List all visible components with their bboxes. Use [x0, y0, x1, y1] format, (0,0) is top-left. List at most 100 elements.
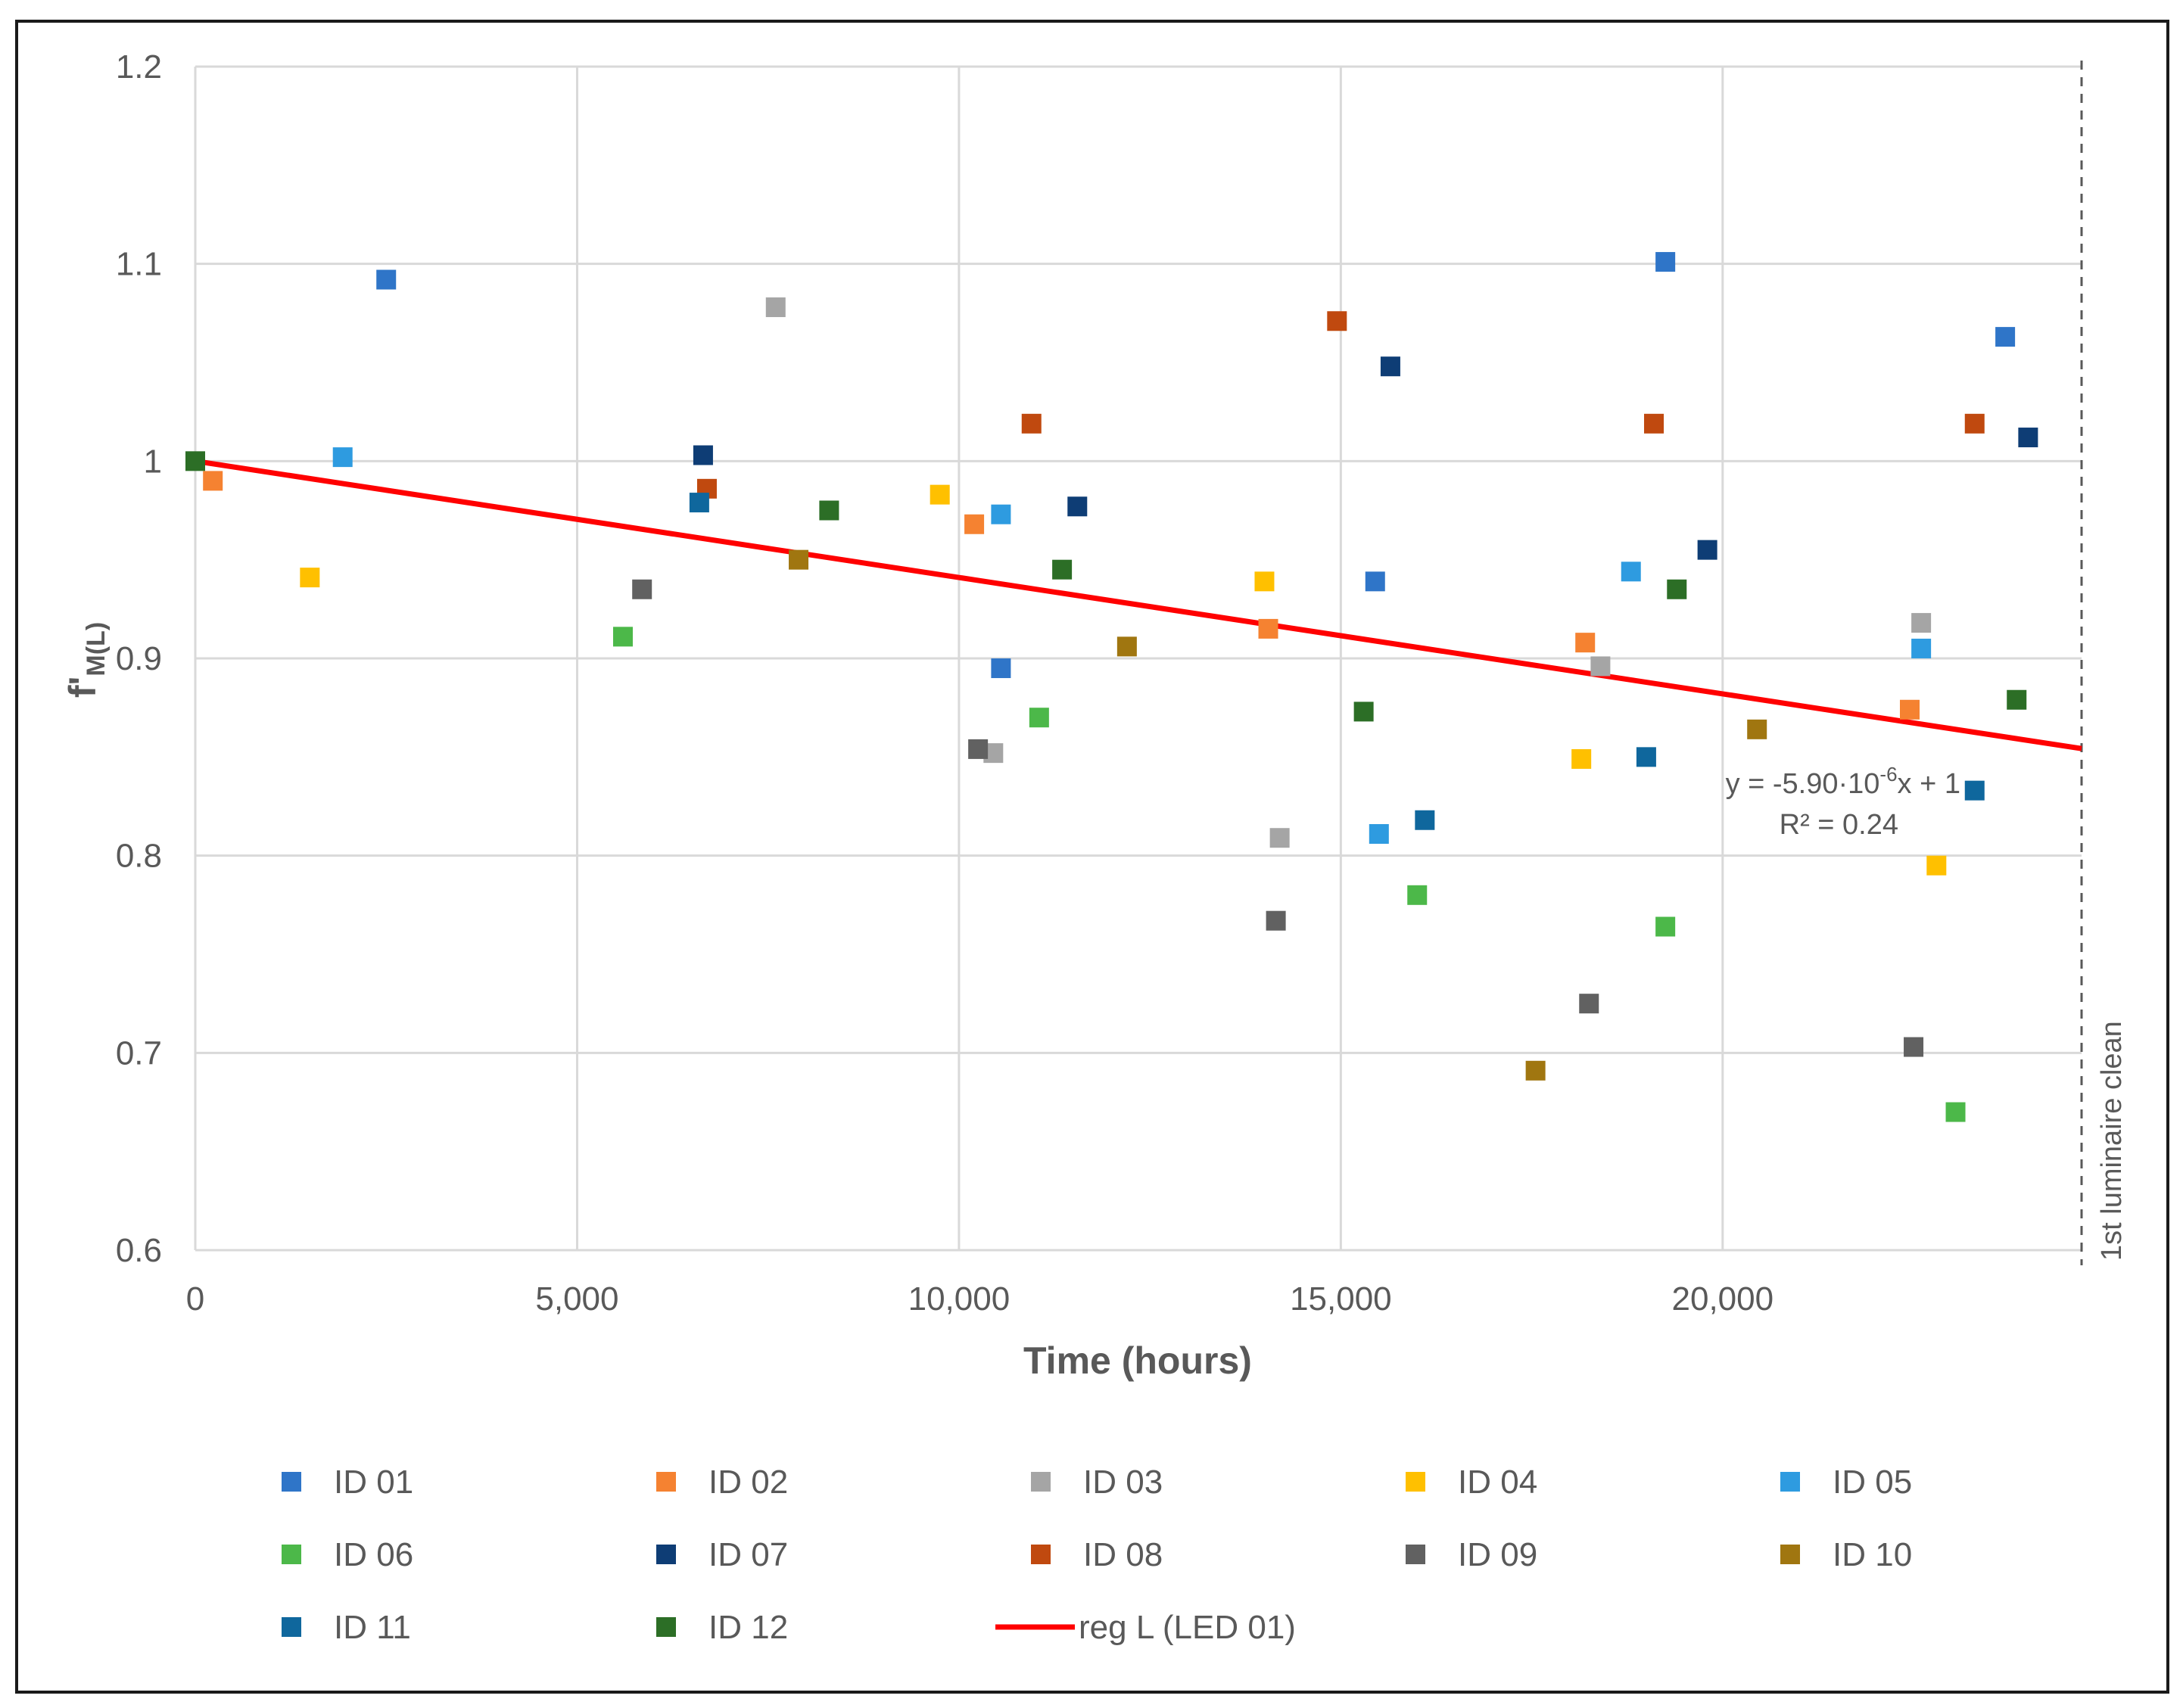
- x-axis-title: Time (hours): [1023, 1339, 1252, 1382]
- data-point: [203, 471, 223, 491]
- legend-label: reg L (LED 01): [1079, 1609, 1296, 1646]
- data-point: [1911, 613, 1932, 633]
- legend-marker: [1031, 1545, 1051, 1564]
- legend-label: ID 02: [708, 1464, 788, 1501]
- data-point: [991, 658, 1011, 679]
- data-point: [1571, 748, 1592, 769]
- data-point: [1964, 780, 1985, 801]
- data-point: [1644, 413, 1664, 434]
- data-point: [1415, 810, 1435, 830]
- legend-marker: [1780, 1545, 1800, 1564]
- data-point: [765, 297, 786, 318]
- data-point: [1021, 413, 1042, 434]
- x-tick-label: 15,000: [1290, 1280, 1392, 1318]
- data-point: [1269, 828, 1290, 848]
- data-point: [1621, 562, 1641, 582]
- data-point: [1926, 855, 1947, 876]
- data-point: [2018, 428, 2038, 448]
- legend-marker: [656, 1545, 676, 1564]
- x-tick-label: 5,000: [535, 1280, 618, 1318]
- y-tick-label: 1: [144, 443, 162, 480]
- x-tick-label: 10,000: [908, 1280, 1011, 1318]
- y-axis-title: f'M(L): [61, 622, 111, 698]
- marker-label: 1st luminaire clean: [2096, 1021, 2128, 1261]
- y-axis-title-main: f': [61, 677, 104, 698]
- data-point: [1067, 496, 1088, 517]
- legend-marker: [656, 1617, 676, 1637]
- data-point: [968, 739, 989, 759]
- data-point: [1369, 823, 1389, 844]
- grid: [194, 65, 2082, 1252]
- data-point: [1636, 747, 1656, 767]
- data-point: [1579, 994, 1599, 1014]
- data-point: [185, 451, 205, 471]
- data-point: [693, 445, 713, 465]
- legend-label: ID 11: [334, 1609, 411, 1646]
- data-point: [1327, 311, 1347, 331]
- data-point: [1655, 252, 1676, 272]
- data-point: [1697, 540, 1717, 560]
- data-point: [689, 493, 709, 513]
- data-point: [612, 627, 633, 647]
- equation-prefix: y = -5.90·10: [1726, 768, 1880, 800]
- data-point: [376, 269, 397, 290]
- data-point: [1590, 656, 1611, 677]
- data-point: [1254, 571, 1275, 592]
- legend-marker: [1406, 1545, 1425, 1564]
- x-axis-ticks: 0 5,000 10,000 15,000 20,000: [186, 1280, 1773, 1318]
- data-point: [1904, 1037, 1924, 1057]
- y-tick-label: 0.8: [116, 838, 162, 875]
- data-point: [1407, 885, 1428, 905]
- data-point: [1667, 579, 1687, 599]
- y-tick-label: 0.6: [116, 1232, 162, 1269]
- data-point: [991, 504, 1011, 524]
- legend-label: ID 07: [708, 1536, 788, 1573]
- data-point: [300, 568, 320, 588]
- data-point: [930, 484, 950, 505]
- data-point: [819, 500, 839, 521]
- data-point: [1655, 916, 1676, 937]
- data-point: [1029, 708, 1049, 728]
- legend-label: ID 03: [1083, 1464, 1163, 1501]
- legend-label: ID 05: [1833, 1464, 1912, 1501]
- legend-marker: [1031, 1472, 1051, 1492]
- equation-suffix: x + 1: [1898, 768, 1960, 800]
- data-point: [1365, 571, 1385, 592]
- legend-marker: [282, 1545, 301, 1564]
- legend-marker: [1406, 1472, 1425, 1492]
- legend-label: ID 04: [1458, 1464, 1537, 1501]
- data-point: [1575, 633, 1596, 653]
- data-point: [1911, 638, 1932, 658]
- legend-label: ID 09: [1458, 1536, 1537, 1573]
- y-tick-label: 1.1: [116, 246, 162, 283]
- data-point: [1747, 719, 1767, 739]
- legend-label: ID 06: [334, 1536, 413, 1573]
- y-axis-title-sub: M(L): [82, 622, 111, 677]
- data-points: [185, 252, 2038, 1122]
- legend-label: ID 08: [1083, 1536, 1163, 1573]
- legend: ID 01 ID 02 ID 03 ID 04 ID 05 ID 06 ID 07 ID 08…: [282, 1464, 1912, 1646]
- legend-label: ID 10: [1833, 1536, 1912, 1573]
- legend-label: ID 12: [708, 1609, 788, 1646]
- legend-label: ID 01: [334, 1464, 413, 1501]
- data-point: [1258, 618, 1278, 639]
- legend-marker: [1780, 1472, 1800, 1492]
- data-point: [332, 447, 353, 468]
- data-point: [1899, 699, 1920, 720]
- data-point: [632, 579, 652, 599]
- data-point: [1266, 910, 1286, 931]
- data-point: [789, 549, 809, 570]
- data-point: [1945, 1102, 1966, 1122]
- data-point: [1525, 1060, 1546, 1081]
- data-point: [1116, 636, 1137, 657]
- legend-marker: [282, 1472, 301, 1492]
- y-tick-label: 0.9: [116, 640, 162, 677]
- regression-line: [195, 458, 2082, 751]
- data-point: [1964, 413, 1985, 434]
- data-point: [2007, 689, 2027, 710]
- y-tick-label: 1.2: [116, 48, 162, 86]
- regression-r2: R² = 0.24: [1780, 809, 1898, 841]
- equation-exponent: -6: [1879, 763, 1897, 786]
- legend-marker: [656, 1472, 676, 1492]
